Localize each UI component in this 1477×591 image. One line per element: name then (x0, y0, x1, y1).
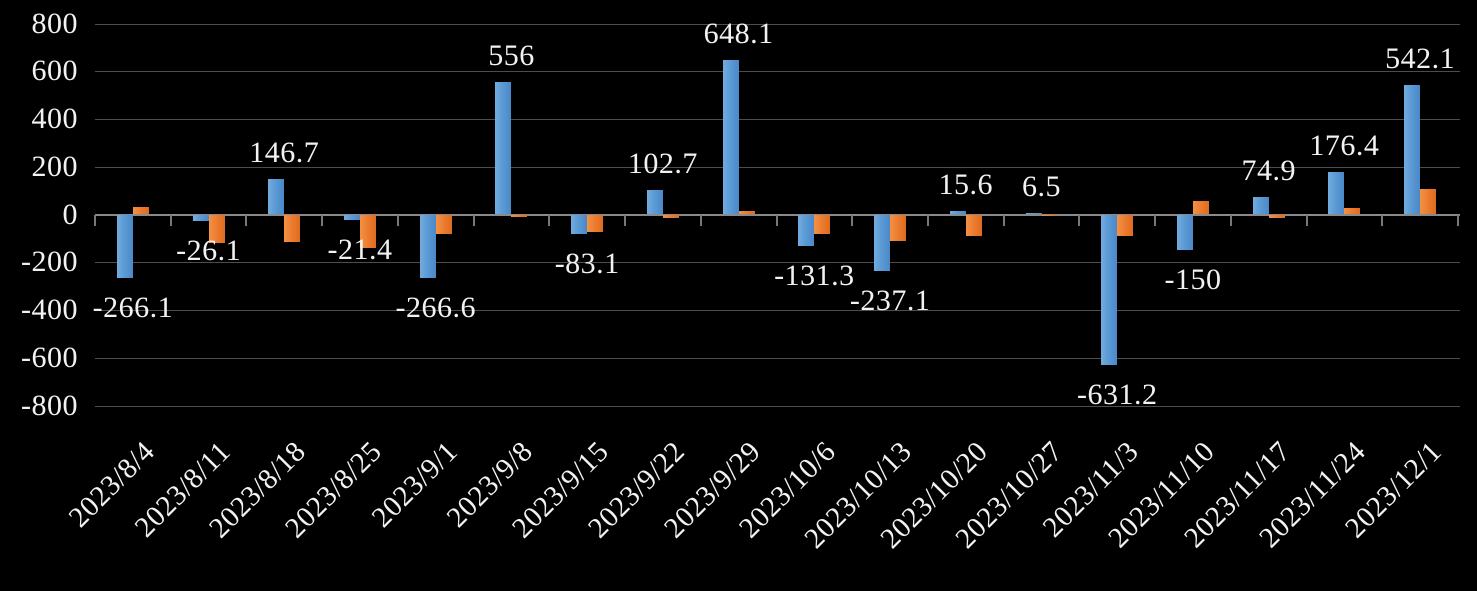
bar-orange-series[interactable] (1420, 189, 1437, 215)
axis-tick-mark (169, 215, 172, 226)
bar-orange-series[interactable] (738, 210, 755, 215)
bar-blue-series[interactable] (344, 214, 361, 220)
axis-tick-mark (1381, 215, 1384, 226)
bar-blue-series[interactable] (1404, 85, 1421, 215)
bar-blue-series[interactable] (268, 179, 285, 215)
bar-orange-series[interactable] (1268, 214, 1285, 219)
y-axis-tick-label: -400 (21, 293, 78, 326)
y-axis-tick-label: 400 (31, 102, 78, 135)
axis-tick-mark (1002, 215, 1005, 226)
axis-tick-mark (1154, 215, 1157, 226)
axis-tick-mark (94, 215, 96, 226)
axis-tick-mark (1305, 215, 1308, 226)
bar-blue-series[interactable] (1176, 214, 1193, 251)
axis-tick-mark (1457, 215, 1459, 226)
data-label: -26.1 (176, 233, 242, 267)
bar-blue-series[interactable] (1101, 214, 1118, 366)
bar-orange-series[interactable] (435, 214, 452, 234)
bar-orange-series[interactable] (284, 214, 301, 242)
data-label: -150 (1164, 263, 1222, 297)
gridline (95, 23, 1460, 25)
gridline (95, 166, 1460, 168)
x-axis-label: 2023/12/1 (1339, 435, 1449, 545)
bar-blue-series[interactable] (495, 81, 512, 215)
bar-blue-series[interactable] (419, 214, 436, 279)
axis-tick-mark (1078, 215, 1081, 226)
bar-blue-series[interactable] (646, 189, 663, 215)
bar-orange-series[interactable] (360, 214, 377, 248)
data-label: 74.9 (1241, 153, 1296, 187)
y-axis-tick-label: 600 (31, 54, 78, 88)
axis-tick-mark (548, 215, 551, 226)
data-label: -21.4 (327, 232, 393, 266)
y-axis-tick-label: 200 (31, 149, 78, 183)
axis-tick-mark (396, 215, 399, 226)
bar-orange-series[interactable] (132, 207, 149, 215)
axis-tick-mark (851, 215, 854, 226)
axis-tick-mark (1229, 215, 1232, 226)
axis-tick-mark (245, 215, 248, 226)
data-label: -631.2 (1077, 378, 1158, 412)
data-label: -266.1 (92, 291, 174, 325)
bar-blue-series[interactable] (949, 210, 966, 215)
bar-orange-series[interactable] (587, 214, 604, 233)
bar-orange-series[interactable] (1192, 200, 1209, 215)
gridline (95, 310, 1460, 311)
axis-tick-mark (624, 215, 627, 226)
data-label: 542.1 (1385, 42, 1456, 76)
bar-orange-series[interactable] (814, 214, 831, 234)
gridline (95, 119, 1460, 120)
y-axis-tick-label: 800 (31, 6, 78, 40)
bar-blue-series[interactable] (1025, 212, 1042, 215)
axis-tick-mark (472, 215, 475, 226)
bar-orange-series[interactable] (662, 214, 679, 219)
bar-blue-series[interactable] (116, 214, 133, 279)
y-axis-tick-label: -800 (21, 388, 78, 422)
bar-blue-series[interactable] (571, 214, 588, 235)
bar-blue-series[interactable] (1328, 172, 1345, 215)
bar-orange-series[interactable] (511, 214, 528, 217)
gridline (95, 71, 1460, 73)
data-label: 556 (488, 38, 535, 72)
data-label: -266.6 (395, 291, 476, 325)
bar-orange-series[interactable] (208, 214, 225, 244)
axis-tick-mark (699, 215, 702, 226)
zero-axis-line (95, 213, 1460, 216)
data-label: 15.6 (938, 167, 994, 201)
bar-orange-series[interactable] (1041, 214, 1058, 216)
bar-blue-series[interactable] (798, 214, 815, 246)
bar-blue-series[interactable] (874, 214, 891, 272)
data-label: 648.1 (703, 16, 774, 50)
gridline (95, 262, 1460, 264)
x-axis-label-wrap: 2023/12/1 (0, 435, 1448, 544)
bar-orange-series[interactable] (1117, 214, 1134, 236)
y-axis-tick-label: -600 (21, 340, 78, 374)
data-label: -237.1 (849, 284, 931, 318)
data-label: 176.4 (1309, 129, 1380, 163)
data-label: 146.7 (249, 136, 320, 170)
bar-blue-series[interactable] (192, 214, 209, 221)
gridline (95, 357, 1460, 359)
data-label: -83.1 (554, 247, 620, 281)
gridline (95, 405, 1460, 407)
bar-orange-series[interactable] (965, 214, 982, 236)
axis-tick-mark (321, 215, 324, 226)
data-label: -131.3 (774, 258, 855, 292)
data-label: 102.7 (627, 146, 698, 180)
bar-blue-series[interactable] (722, 59, 739, 215)
bar-orange-series[interactable] (1344, 207, 1361, 215)
bar-orange-series[interactable] (890, 214, 907, 241)
bar-blue-series[interactable] (1252, 196, 1269, 215)
axis-tick-mark (926, 215, 929, 226)
data-label: 6.5 (1022, 169, 1062, 203)
axis-tick-mark (775, 215, 778, 226)
y-axis-tick-label: 0 (62, 197, 78, 231)
y-axis-tick-label: -200 (21, 245, 78, 279)
